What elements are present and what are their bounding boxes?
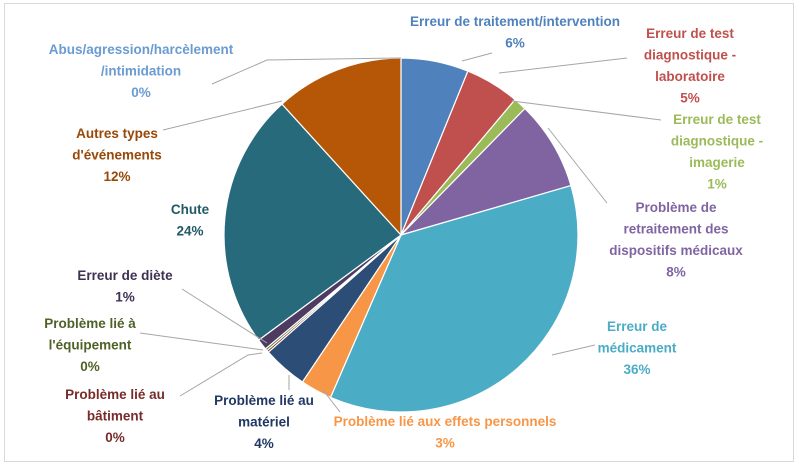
- data-label-percent: 36%: [623, 362, 650, 377]
- data-label-percent: 3%: [435, 436, 455, 451]
- data-label-text: retraitement des: [623, 222, 728, 237]
- data-label-2: Erreur de test diagnostique - laboratoire 5…: [644, 26, 736, 106]
- data-label-percent: 0%: [131, 85, 151, 100]
- data-label-text: laboratoire: [655, 69, 725, 84]
- data-label-percent: 4%: [254, 436, 274, 451]
- data-label-text: Problème lié aux effets personnels: [334, 414, 557, 429]
- data-label-3: Erreur de test diagnostique - imagerie 1%: [671, 112, 763, 192]
- data-label-text: Problème lié à: [44, 316, 136, 331]
- data-label-percent: 1%: [115, 290, 135, 305]
- data-label-4: Problème de retraitement des dispositifs m…: [609, 200, 743, 280]
- data-label-12: Autres types d'événements 12%: [72, 126, 162, 184]
- data-label-text: médicament: [598, 341, 677, 356]
- data-label-text: /intimidation: [101, 64, 181, 79]
- pie-slice-11: [223, 103, 402, 341]
- leader-line-9: [139, 332, 264, 351]
- leader-line-13: [211, 57, 402, 85]
- data-label-text: Erreur de diète: [77, 268, 173, 283]
- data-label-text: Problème lié au: [214, 393, 314, 408]
- data-label-percent: 12%: [103, 169, 130, 184]
- data-label-text: Erreur de test: [673, 112, 761, 127]
- data-label-percent: 0%: [105, 430, 125, 445]
- leader-line-2: [498, 57, 628, 74]
- data-label-text: dispositifs médicaux: [609, 243, 743, 258]
- data-label-percent: 6%: [505, 36, 525, 51]
- data-label-text: diagnostique -: [671, 134, 763, 149]
- leader-line-1: [461, 52, 493, 62]
- data-label-text: matériel: [238, 415, 290, 430]
- data-label-10: Erreur de diète 1%: [77, 268, 173, 305]
- leader-line-8: [179, 352, 263, 397]
- data-label-percent: 8%: [666, 265, 686, 280]
- data-label-6: Problème lié aux effets personnels 3%: [334, 414, 557, 451]
- data-label-text: Problème de: [635, 200, 717, 215]
- data-label-8: Problème lié au bâtiment 0%: [65, 387, 165, 445]
- data-label-5: Erreur de médicament 36%: [598, 319, 677, 377]
- data-label-text: Erreur de: [607, 319, 668, 334]
- data-label-percent: 0%: [80, 359, 100, 374]
- leader-line-3: [511, 100, 662, 121]
- leader-line-12: [162, 100, 283, 131]
- leader-line-10: [181, 288, 268, 344]
- data-label-text: Autres types: [76, 126, 158, 141]
- data-label-13: Abus/agression/harcèlement/intimidation 0…: [49, 42, 234, 100]
- data-label-text: Erreur de traitement/intervention: [410, 14, 620, 29]
- data-label-percent: 24%: [176, 224, 203, 239]
- data-label-text: Chute: [171, 202, 210, 217]
- data-label-text: d'événements: [72, 148, 162, 163]
- data-label-text: diagnostique -: [644, 48, 736, 63]
- data-label-11: Chute 24%: [171, 202, 210, 239]
- data-label-text: Abus/agression/harcèlement: [49, 42, 234, 57]
- data-label-7: Problème lié au matériel 4%: [214, 393, 314, 451]
- data-label-percent: 5%: [680, 91, 700, 106]
- data-label-9: Problème lié à l'équipement 0%: [44, 316, 136, 374]
- data-label-percent: 1%: [707, 177, 727, 192]
- leader-line-6: [322, 389, 341, 413]
- data-label-text: Erreur de test: [646, 26, 734, 41]
- data-label-text: Problème lié au: [65, 387, 165, 402]
- data-label-text: imagerie: [689, 155, 745, 170]
- data-label-text: bâtiment: [87, 409, 144, 424]
- leader-line-5: [551, 344, 596, 356]
- pie-slice-4: [398, 107, 572, 237]
- pie-slice-5: [329, 184, 579, 413]
- leader-line-4: [547, 127, 608, 204]
- data-label-text: l'équipement: [49, 338, 132, 353]
- data-label-1: Erreur de traitement/intervention 6%: [410, 14, 620, 51]
